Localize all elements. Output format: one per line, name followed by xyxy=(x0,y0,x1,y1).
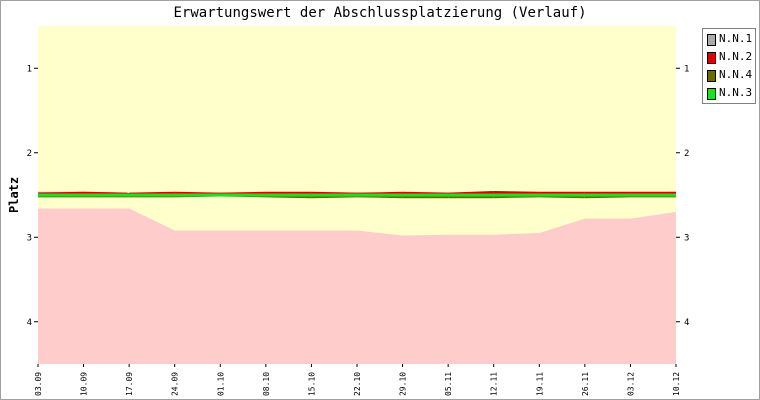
x-tick-label: 05.11 xyxy=(444,372,453,396)
x-tick-label: 24.09 xyxy=(171,372,180,396)
x-tick-label: 17.09 xyxy=(125,372,134,396)
legend-label: N.N.2 xyxy=(719,50,753,63)
legend-item: N.N.3 xyxy=(707,85,755,101)
series-segment xyxy=(493,190,540,195)
legend-swatch xyxy=(707,70,716,82)
y-tick-label: 1 xyxy=(27,64,32,74)
x-tick-label: 19.11 xyxy=(535,372,544,396)
x-tick-label: 26.11 xyxy=(581,372,590,396)
legend-swatch xyxy=(707,88,716,100)
x-tick-label: 15.10 xyxy=(307,372,316,396)
chart-title: Erwartungswert der Abschlussplatzierung … xyxy=(173,5,587,21)
legend-label: N.N.1 xyxy=(719,32,753,45)
y-tick-label: 2 xyxy=(684,149,689,159)
y-axis-right: 1 2 3 4 xyxy=(676,64,689,328)
x-tick-label: 10.09 xyxy=(80,372,89,396)
y-tick-label: 3 xyxy=(27,233,32,243)
y-tick-label: 3 xyxy=(684,233,689,243)
x-tick-label: 03.09 xyxy=(34,372,43,396)
legend-swatch xyxy=(707,52,716,64)
y-axis-left: 1 2 3 4 xyxy=(27,64,38,328)
y-tick-label: 1 xyxy=(684,64,689,74)
x-axis: 03.09 10.09 17.09 24.09 01.10 08.10 15.10 22.10… xyxy=(34,364,681,396)
y-tick-label: 2 xyxy=(27,149,32,159)
legend-label: N.N.4 xyxy=(719,68,753,81)
legend-item: N.N.2 xyxy=(707,49,755,65)
legend-swatch xyxy=(707,34,716,46)
x-tick-label: 01.10 xyxy=(216,372,225,396)
x-tick-label: 12.11 xyxy=(490,372,499,396)
x-tick-label: 08.10 xyxy=(262,372,271,396)
legend-item: N.N.1 xyxy=(707,31,755,47)
x-tick-label: 29.10 xyxy=(399,372,408,396)
y-tick-label: 4 xyxy=(27,318,32,328)
legend-label: N.N.3 xyxy=(719,86,753,99)
legend: N.N.1 N.N.2 N.N.4 N.N.3 xyxy=(702,28,756,104)
legend-item: N.N.4 xyxy=(707,67,755,83)
x-tick-label: 22.10 xyxy=(353,372,362,396)
lower-band xyxy=(38,208,676,364)
x-tick-label: 03.12 xyxy=(626,372,635,396)
y-tick-label: 4 xyxy=(684,318,689,328)
x-tick-label: 10.12 xyxy=(672,372,681,396)
series-lines xyxy=(37,190,677,199)
